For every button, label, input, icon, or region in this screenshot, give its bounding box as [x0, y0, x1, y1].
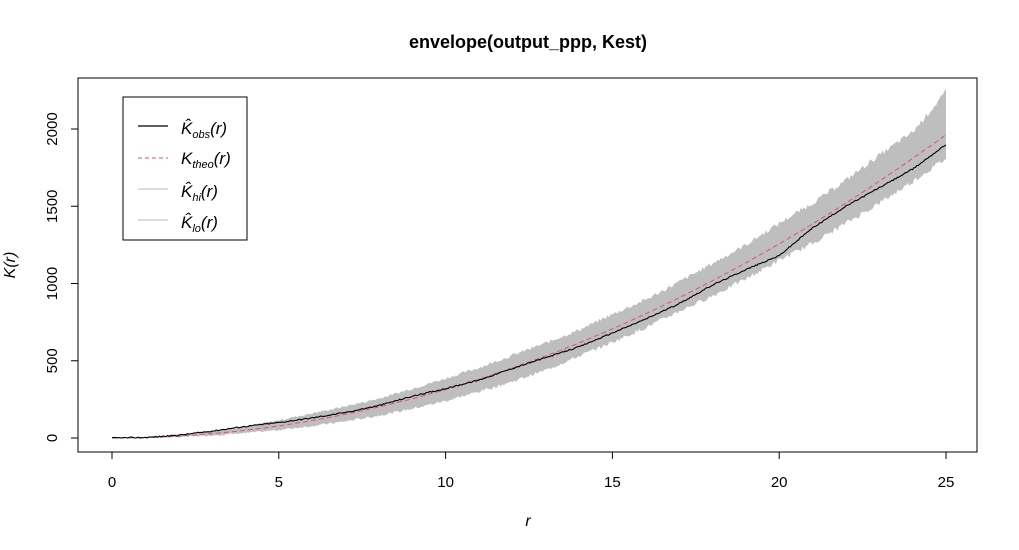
- x-tick-label: 20: [771, 474, 788, 491]
- legend-hi-main: K̂: [181, 181, 193, 201]
- legend-theo-main: K: [181, 149, 193, 168]
- legend-label-theo: Ktheo(r): [181, 149, 231, 171]
- legend-lo-sub: lo: [192, 223, 201, 235]
- y-tick-label: 0: [44, 434, 61, 442]
- chart-title: envelope(output_ppp, Kest): [409, 32, 647, 52]
- legend-hi-sub: hi: [192, 192, 201, 204]
- x-tick-label: 25: [938, 474, 955, 491]
- y-tick-label: 1500: [44, 190, 61, 223]
- y-tick-label: 1000: [44, 267, 61, 300]
- x-tick-label: 10: [437, 474, 454, 491]
- legend-label-obs: K̂obs(r): [181, 118, 227, 141]
- legend-theo-arg: (r): [214, 149, 231, 168]
- envelope-area: [112, 89, 946, 439]
- y-tick-label: 2000: [44, 112, 61, 145]
- legend-box: [122, 96, 248, 241]
- legend-label-lo: K̂lo(r): [181, 212, 218, 235]
- series-lines: [111, 134, 947, 439]
- legend-theo-sub: theo: [192, 159, 213, 171]
- legend-lo-main: K̂: [181, 212, 193, 232]
- x-tick-label: 15: [604, 474, 621, 491]
- envelope-band: [112, 89, 946, 439]
- y-axis: 0 500 1000 1500 2000: [44, 112, 79, 442]
- y-tick-label: 500: [44, 348, 61, 373]
- x-axis: 0 5 10 15 20 25: [108, 451, 955, 491]
- legend: K̂obs(r) Ktheo(r) K̂hi(r) K̂lo(r): [122, 96, 248, 241]
- y-axis-label: K(r): [2, 252, 19, 279]
- legend-lo-arg: (r): [201, 213, 218, 232]
- x-axis-label: r: [525, 513, 531, 530]
- x-tick-label: 0: [108, 474, 116, 491]
- legend-label-hi: K̂hi(r): [181, 181, 218, 204]
- legend-obs-sub: obs: [192, 129, 210, 141]
- legend-hi-arg: (r): [201, 182, 218, 201]
- legend-obs-arg: (r): [210, 119, 227, 138]
- series-line-obs: [111, 144, 947, 439]
- legend-obs-main: K̂: [181, 118, 193, 138]
- x-tick-label: 5: [275, 474, 283, 491]
